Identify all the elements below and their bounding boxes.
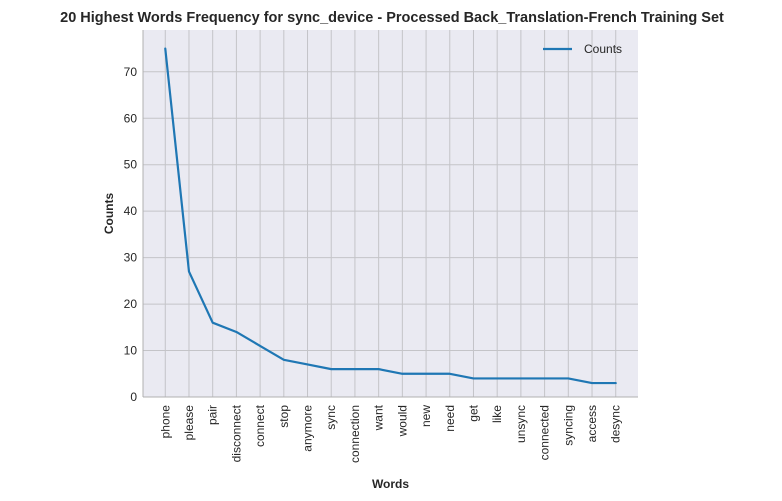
x-tick-label: need: [443, 405, 457, 432]
x-tick-label: want: [372, 404, 386, 431]
x-tick-label: disconnect: [229, 404, 243, 462]
x-tick-label: unsync: [514, 405, 528, 443]
grid: [143, 30, 638, 398]
x-tick-label: get: [466, 404, 480, 421]
y-tick-label: 20: [124, 297, 138, 311]
x-tick-label: connect: [253, 404, 267, 447]
x-tick-label: connection: [348, 405, 362, 463]
x-axis-label: Words: [372, 477, 409, 491]
y-tick-label: 10: [124, 344, 138, 358]
x-tick-label: anymore: [301, 405, 315, 452]
x-tick-label: new: [419, 405, 433, 427]
x-tick-label: phone: [158, 405, 172, 439]
series: [164, 47, 617, 385]
y-tick-label: 40: [124, 204, 138, 218]
y-tick-label: 30: [124, 251, 138, 265]
x-tick-label: pair: [206, 405, 220, 425]
y-tick-label: 60: [124, 111, 138, 125]
x-tick-label: desync: [609, 405, 623, 443]
legend: Counts: [543, 42, 622, 56]
series-line: [164, 47, 617, 385]
x-tick-label: stop: [277, 405, 291, 428]
y-tick-label: 0: [130, 390, 137, 404]
y-axis-label: Counts: [102, 193, 116, 235]
x-tick-label: sync: [324, 405, 338, 430]
plot-area: [143, 30, 638, 397]
axes: 0 10 20 30 40 50 60 70 phone please pair disconnect…: [124, 30, 638, 463]
y-tick-label: 50: [124, 158, 138, 172]
y-tick-label: 70: [124, 65, 138, 79]
x-tick-label: would: [395, 405, 409, 437]
x-tick-label: syncing: [561, 405, 575, 446]
legend-label: Counts: [584, 42, 622, 56]
x-tick-label: like: [490, 405, 504, 423]
x-tick-label: please: [182, 405, 196, 441]
x-tick-label: connected: [538, 405, 552, 460]
x-tick-label: access: [585, 405, 599, 442]
chart-title: 20 Highest Words Frequency for sync_devi…: [60, 10, 724, 26]
